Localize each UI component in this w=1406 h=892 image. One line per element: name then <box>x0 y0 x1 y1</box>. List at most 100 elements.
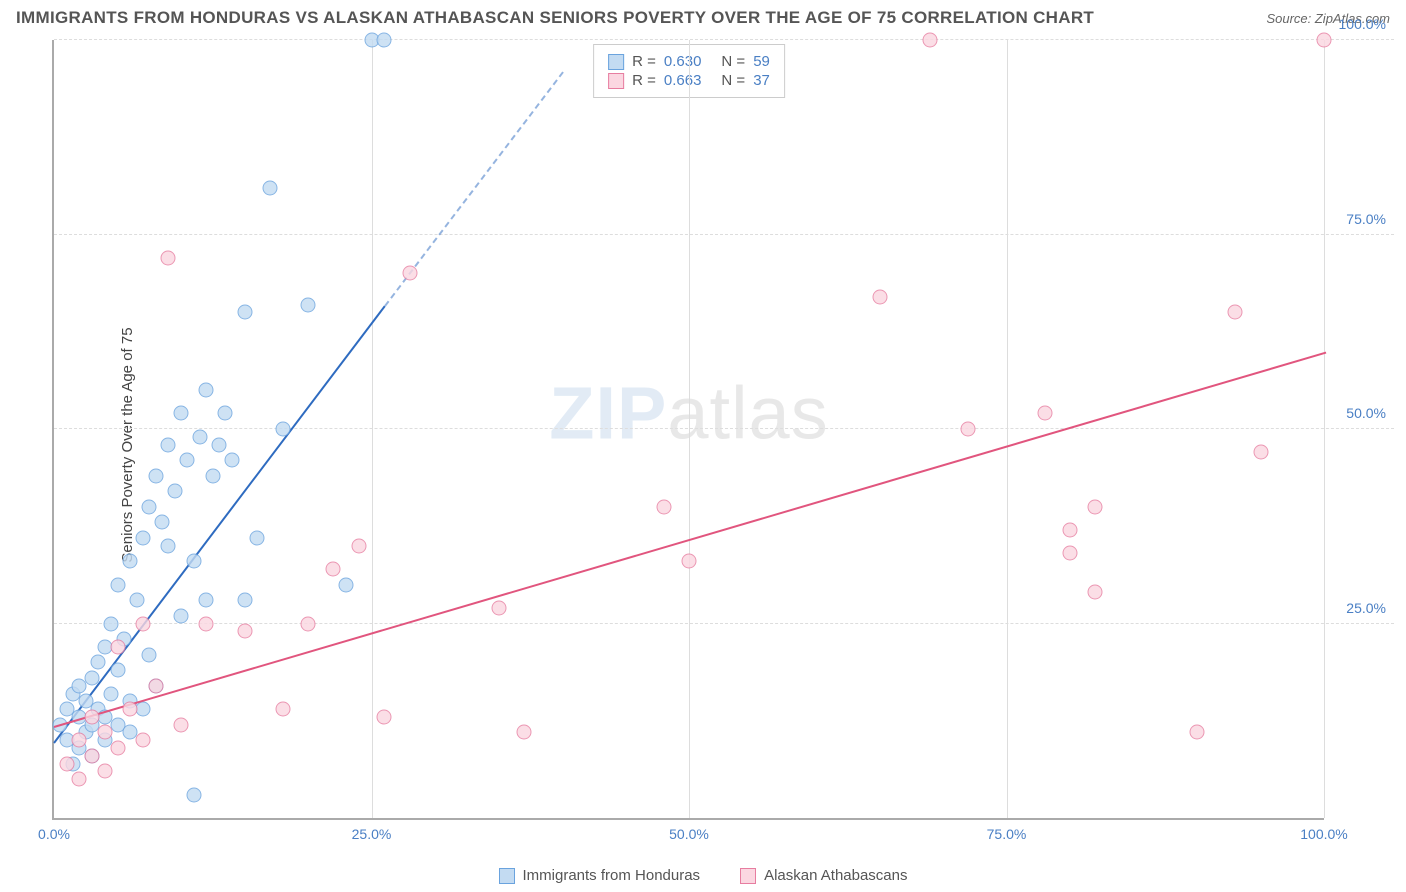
data-point <box>148 468 163 483</box>
data-point <box>167 484 182 499</box>
y-tick-label: 50.0% <box>1346 405 1386 421</box>
data-point <box>377 709 392 724</box>
data-point <box>154 515 169 530</box>
x-tick-label: 100.0% <box>1300 826 1347 842</box>
data-point <box>59 756 74 771</box>
plot-area: ZIPatlas R =0.630N =59R =0.663N =37 25.0… <box>52 40 1324 820</box>
data-point <box>1253 445 1268 460</box>
data-point <box>110 663 125 678</box>
legend-label: Alaskan Athabascans <box>764 867 907 884</box>
data-point <box>872 289 887 304</box>
data-point <box>72 733 87 748</box>
data-point <box>110 639 125 654</box>
r-value: 0.663 <box>664 72 702 89</box>
data-point <box>135 733 150 748</box>
data-point <box>142 647 157 662</box>
data-point <box>1063 546 1078 561</box>
x-tick-label: 75.0% <box>987 826 1027 842</box>
data-point <box>135 616 150 631</box>
legend-swatch <box>499 868 515 884</box>
x-tick-label: 25.0% <box>352 826 392 842</box>
chart-container: Seniors Poverty Over the Age of 75 ZIPat… <box>42 40 1394 850</box>
data-point <box>205 468 220 483</box>
n-value: 37 <box>753 72 770 89</box>
grid-line-h <box>54 39 1394 40</box>
data-point <box>212 437 227 452</box>
r-label: R = <box>632 53 656 70</box>
data-point <box>97 725 112 740</box>
n-label: N = <box>721 72 745 89</box>
data-point <box>237 624 252 639</box>
data-point <box>148 678 163 693</box>
legend-swatch <box>740 868 756 884</box>
grid-line-v <box>1324 40 1325 818</box>
data-point <box>339 577 354 592</box>
legend-swatch <box>608 54 624 70</box>
data-point <box>923 33 938 48</box>
data-point <box>250 530 265 545</box>
data-point <box>97 764 112 779</box>
data-point <box>135 530 150 545</box>
data-point <box>961 422 976 437</box>
data-point <box>129 593 144 608</box>
data-point <box>516 725 531 740</box>
chart-title: IMMIGRANTS FROM HONDURAS VS ALASKAN ATHA… <box>16 8 1094 28</box>
y-tick-label: 75.0% <box>1346 211 1386 227</box>
data-point <box>110 577 125 592</box>
data-point <box>402 266 417 281</box>
x-tick-label: 0.0% <box>38 826 70 842</box>
data-point <box>301 616 316 631</box>
data-point <box>224 453 239 468</box>
data-point <box>161 437 176 452</box>
data-point <box>237 593 252 608</box>
data-point <box>262 180 277 195</box>
data-point <box>186 787 201 802</box>
data-point <box>142 499 157 514</box>
data-point <box>104 686 119 701</box>
grid-line-h <box>54 428 1394 429</box>
data-point <box>85 670 100 685</box>
data-point <box>186 554 201 569</box>
legend-item: Immigrants from Honduras <box>499 867 701 884</box>
data-point <box>351 538 366 553</box>
grid-line-h <box>54 234 1394 235</box>
data-point <box>174 608 189 623</box>
data-point <box>237 305 252 320</box>
legend-swatch <box>608 73 624 89</box>
r-value: 0.630 <box>664 53 702 70</box>
data-point <box>1317 33 1332 48</box>
data-point <box>199 383 214 398</box>
watermark-zip: ZIP <box>549 372 667 455</box>
data-point <box>275 702 290 717</box>
data-point <box>1063 523 1078 538</box>
legend-label: Immigrants from Honduras <box>523 867 701 884</box>
n-value: 59 <box>753 53 770 70</box>
legend-item: Alaskan Athabascans <box>740 867 907 884</box>
data-point <box>1088 499 1103 514</box>
watermark-atlas: atlas <box>667 372 828 455</box>
data-point <box>110 740 125 755</box>
data-point <box>1190 725 1205 740</box>
data-point <box>682 554 697 569</box>
data-point <box>656 499 671 514</box>
data-point <box>72 772 87 787</box>
grid-line-h <box>54 623 1394 624</box>
y-tick-label: 100.0% <box>1339 16 1386 32</box>
grid-line-v <box>689 40 690 818</box>
data-point <box>161 538 176 553</box>
data-point <box>199 593 214 608</box>
data-point <box>218 406 233 421</box>
data-point <box>326 562 341 577</box>
data-point <box>85 709 100 724</box>
data-point <box>91 655 106 670</box>
data-point <box>123 702 138 717</box>
data-point <box>180 453 195 468</box>
series-legend: Immigrants from Honduras Alaskan Athabasc… <box>0 867 1406 884</box>
grid-line-v <box>1007 40 1008 818</box>
data-point <box>85 748 100 763</box>
y-tick-label: 25.0% <box>1346 600 1386 616</box>
data-point <box>123 554 138 569</box>
data-point <box>199 616 214 631</box>
data-point <box>377 33 392 48</box>
data-point <box>491 600 506 615</box>
